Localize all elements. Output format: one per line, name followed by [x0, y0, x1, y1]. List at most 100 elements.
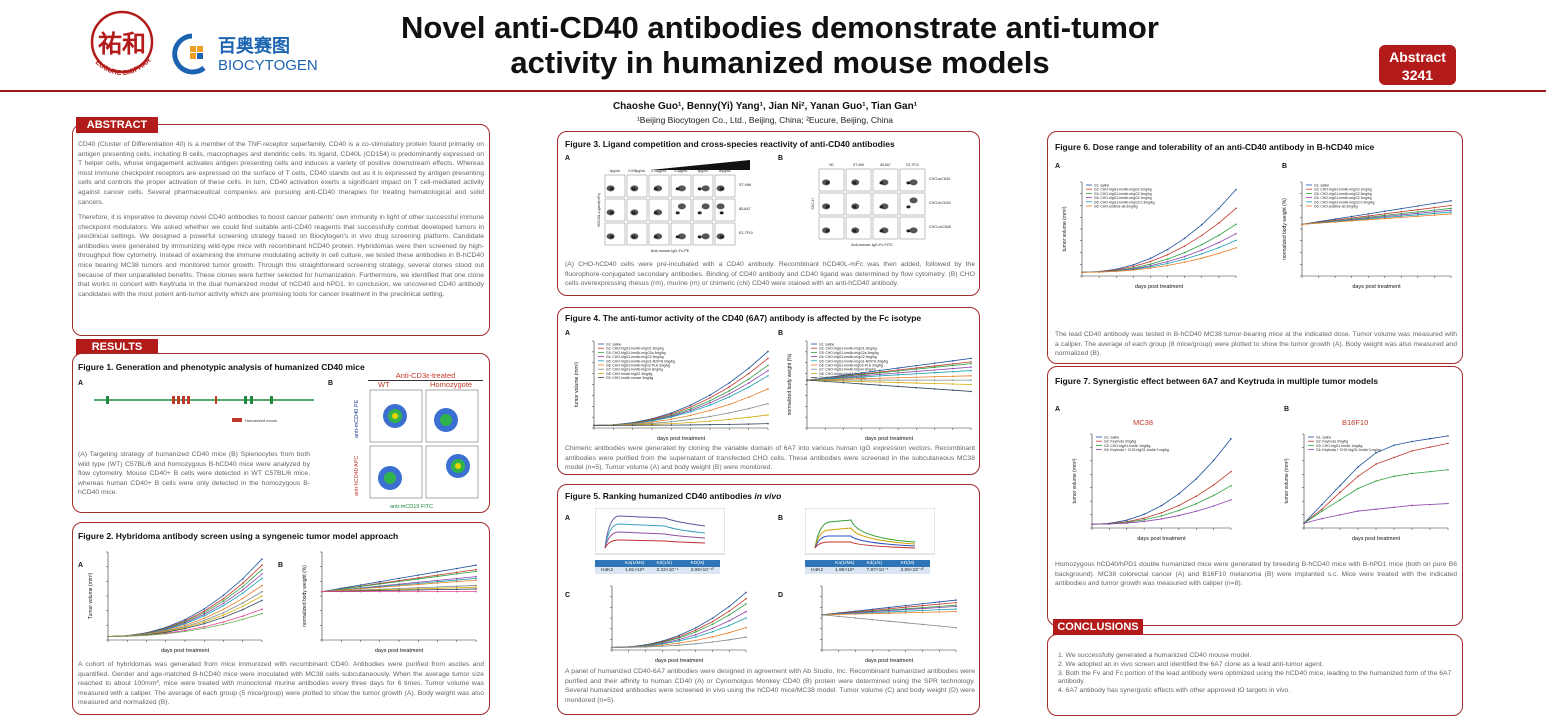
- figure-7-panel-b-label: B: [1284, 406, 1290, 413]
- svg-text:G2: Keytruda 3mg/kg: G2: Keytruda 3mg/kg: [1316, 440, 1348, 444]
- figure-6-chart-a: days post treatment tumor volume (mm³) G1:…: [1062, 181, 1237, 290]
- figure-5-caption: A panel of humanized CD40-6A7 antibodies…: [565, 668, 975, 704]
- figure-3-caption: (A) CHO-hCD40 cells were pre-incubated w…: [565, 261, 975, 288]
- poster-header: 祐和 EUCURE BIOPHARMA 百奥赛图 BIOCYTOGEN Nove…: [0, 0, 1546, 92]
- svg-text:85-6A7: 85-6A7: [739, 207, 751, 211]
- figure-6-panel-a-label: A: [1055, 163, 1061, 170]
- figure-1-title: Figure 1. Generation and phenotypic anal…: [78, 362, 365, 372]
- figure-5-title-text: Figure 5. Ranking humanized CD40 antibod…: [565, 491, 755, 501]
- svg-text:G7: CHO-hIgG1-hmAb-hIgG4 3mg/k: G7: CHO-hIgG1-hmAb-hIgG4 3mg/kg: [606, 368, 663, 372]
- svg-text:E2-7F10: E2-7F10: [739, 231, 753, 235]
- svg-text:G1: saline: G1: saline: [819, 343, 834, 347]
- svg-text:ST-4H6: ST-4H6: [739, 183, 751, 187]
- figure-5-panel-c-label: C: [565, 592, 571, 599]
- figure-4-box: [557, 307, 980, 475]
- svg-text:G1: saline: G1: saline: [1316, 436, 1331, 440]
- authors: Chaoshe Guo¹, Benny(Yi) Yang¹, Jian Ni²,…: [612, 101, 918, 112]
- svg-text:normalized body weight (%): normalized body weight (%): [787, 353, 793, 415]
- svg-text:hCD40L-Ligand(mFc): hCD40L-Ligand(mFc): [597, 193, 601, 228]
- figure-5-title: Figure 5. Ranking humanized CD40 antibod…: [565, 491, 781, 501]
- svg-text:G6: CHO-positive-ab 3mg/kg: G6: CHO-positive-ab 3mg/kg: [1094, 205, 1138, 209]
- svg-text:tumor volume (mm³): tumor volume (mm³): [1062, 206, 1068, 251]
- figure-3-panel-a-label: A: [565, 155, 571, 162]
- svg-text:days post treatment: days post treatment: [655, 658, 704, 664]
- svg-text:G5: CHO-hIgG1-hmAb-mIgG2 0.3mg: G5: CHO-hIgG1-hmAb-mIgG2 0.3mg/kg: [1314, 200, 1375, 204]
- svg-text:G9: CHO-hmAb-mouse 3mg/kg: G9: CHO-hmAb-mouse 3mg/kg: [606, 376, 653, 380]
- svg-text:G1: saline: G1: saline: [1094, 184, 1109, 188]
- svg-text:0.5μg/mL: 0.5μg/mL: [674, 169, 688, 173]
- figure-6-title: Figure 6. Dose range and tolerability of…: [1055, 142, 1375, 152]
- svg-text:G6: CHO-hIgG1-hmAb-hIgG2-PLA 3: G6: CHO-hIgG1-hmAb-hIgG2-PLA 3mg/kg: [819, 364, 883, 368]
- abstract-box: [72, 124, 490, 336]
- svg-text:days post treatment: days post treatment: [1137, 536, 1186, 542]
- figure-1-ylabel-2: anti-hCD40 APC: [354, 456, 360, 496]
- svg-text:normalized body weight (%): normalized body weight (%): [302, 565, 308, 627]
- title-line-2: activity in humanized mouse models: [510, 45, 1050, 80]
- abstract-number: 3241: [1401, 67, 1434, 83]
- figure-1-panel-b-label: B: [328, 380, 334, 387]
- svg-text:tumor volume (mm³): tumor volume (mm³): [1072, 458, 1078, 503]
- figure-5-spr-a: [595, 508, 725, 555]
- figure-7-chart-a: days post treatment tumor volume (mm³) G1:…: [1072, 433, 1232, 542]
- svg-text:0.005μg/mL: 0.005μg/mL: [629, 169, 646, 173]
- figure-1-homo-label: Homozygote: [430, 380, 473, 389]
- abstract-tag: ABSTRACT: [76, 117, 158, 133]
- figure-4-chart-a: days post treatment tumor volume (mm³) G1:…: [574, 340, 769, 442]
- conclusion-item: 2. We adopted an in vivo screen and iden…: [1058, 660, 1324, 668]
- svg-text:0.05μg/mL: 0.05μg/mL: [651, 169, 666, 173]
- svg-text:CHO-mCD40: CHO-mCD40: [929, 177, 950, 181]
- svg-text:G7: CHO-hIgG1-hmAb-hIgG4 3mg/k: G7: CHO-hIgG1-hmAb-hIgG4 3mg/kg: [819, 368, 876, 372]
- svg-text:祐和: 祐和: [98, 29, 146, 58]
- figure-7-chart-b: days post treatment tumor volume (mm³) G1:…: [1284, 433, 1449, 542]
- figure-5-title-italic: in vivo: [754, 491, 782, 501]
- figure-5-panel-b-label: B: [778, 515, 784, 522]
- figure-7-box: [1047, 366, 1463, 626]
- svg-text:E2-7F10: E2-7F10: [906, 163, 918, 167]
- svg-text:CHO-rhCD40: CHO-rhCD40: [929, 201, 951, 205]
- svg-text:Tumor volume (mm³): Tumor volume (mm³): [88, 572, 94, 619]
- svg-text:50μg/mL: 50μg/mL: [719, 169, 732, 173]
- svg-text:G5: CHO-hIgG1-hmAb-mIgG2 0.3mg: G5: CHO-hIgG1-hmAb-mIgG2 0.3mg/kg: [1094, 200, 1155, 204]
- svg-text:G4: CHO-hIgG1-hmAb-mIgG2 1mg/k: G4: CHO-hIgG1-hmAb-mIgG2 1mg/kg: [1094, 196, 1152, 200]
- poster-title: Novel anti-CD40 antibodies demonstrate a…: [360, 10, 1200, 80]
- figure-4-panel-a-label: A: [565, 330, 571, 337]
- figure-4-chart-b: days post treatment normalized body weigh…: [787, 340, 972, 442]
- svg-text:days post treatment: days post treatment: [1352, 284, 1401, 290]
- figure-5-table-b: Ka(1/Ms) Kd(1/s) KD(M) H4K2 1.95×10⁵ 7.87×10…: [805, 560, 931, 574]
- svg-text:G5: CHO-hIgG1-hmAb-mIgG1-N297A: G5: CHO-hIgG1-hmAb-mIgG1-N297A 3mg/kg: [819, 359, 888, 363]
- figure-1-xlabel: anti-mCD19 FITC: [390, 504, 433, 510]
- svg-text:ST-4H6: ST-4H6: [853, 163, 864, 167]
- svg-text:G6: CHO-hIgG1-hmAb-hIgG2-PLA 3: G6: CHO-hIgG1-hmAb-hIgG2-PLA 3mg/kg: [606, 364, 670, 368]
- svg-text:0μg/mL: 0μg/mL: [610, 169, 621, 173]
- figure-5-panel-d-label: D: [778, 592, 784, 599]
- svg-text:tumor volume (mm³): tumor volume (mm³): [574, 362, 580, 407]
- conclusion-item: 4. 6A7 antibody has synergistic effects …: [1058, 687, 1291, 695]
- figure-1-ylabel-1: anti-mCD40 PE: [354, 399, 360, 438]
- svg-text:G2: CHO-hIgG1-hmAb-mIgG2 1mg/k: G2: CHO-hIgG1-hmAb-mIgG2 1mg/kg: [1094, 188, 1152, 192]
- figure-6-box: [1047, 131, 1463, 364]
- svg-text:days post treatment: days post treatment: [1352, 536, 1401, 542]
- svg-text:G1: saline: G1: saline: [1104, 436, 1119, 440]
- svg-text:days post treatment: days post treatment: [375, 648, 424, 654]
- figure-1-caption: (A) Targeting strategy of humanized CD40…: [78, 451, 310, 497]
- figure-1-gene-map: Humanized exons: [94, 396, 314, 423]
- figure-5-chart-c: days post treatment: [610, 585, 747, 664]
- figure-2-panel-a-label: A: [78, 562, 84, 569]
- figure-2-caption: A cohort of hybridomas was generated fro…: [78, 661, 484, 707]
- svg-text:days post treatment: days post treatment: [865, 658, 914, 664]
- figure-6-panel-b-label: B: [1282, 163, 1288, 170]
- figure-5-table-a: Ka(1/Ms) Kd(1/s) KD(M) H4K2 1.81×10⁵ 2.22×10…: [595, 560, 721, 574]
- figure-1-flow-plots: anti-mCD40 PE anti-hCD40 APC anti-mCD19 …: [354, 389, 479, 510]
- svg-text:G2: CHO-hIgG1-hmAb-mIgG2 1mg/k: G2: CHO-hIgG1-hmAb-mIgG2 1mg/kg: [1314, 188, 1372, 192]
- svg-text:G3: CHO-hIgG1-hmAb-mIgG2a 3mg/: G3: CHO-hIgG1-hmAb-mIgG2a 3mg/kg: [606, 351, 666, 355]
- svg-text:G4: Keytruda + CHO-hIgG1-hmAb: G4: Keytruda + CHO-hIgG1-hmAb 3 mg/kg: [1104, 448, 1169, 452]
- svg-text:G2: CHO-hIgG1-hmAb-mIgG1 3mg/k: G2: CHO-hIgG1-hmAb-mIgG1 3mg/kg: [819, 347, 877, 351]
- svg-text:tumor volume (mm³): tumor volume (mm³): [1284, 458, 1290, 503]
- svg-text:BIOCYTOGEN: BIOCYTOGEN: [218, 57, 318, 74]
- svg-text:百奥赛图: 百奥赛图: [218, 35, 290, 57]
- figure-2-box: [72, 522, 490, 715]
- svg-text:G1: saline: G1: saline: [606, 343, 621, 347]
- svg-text:G2: CHO-hIgG1-hmAb-mIgG1 3mg/k: G2: CHO-hIgG1-hmAb-mIgG1 3mg/kg: [606, 347, 664, 351]
- conclusions-box: [1047, 634, 1463, 716]
- svg-text:NC: NC: [829, 163, 834, 167]
